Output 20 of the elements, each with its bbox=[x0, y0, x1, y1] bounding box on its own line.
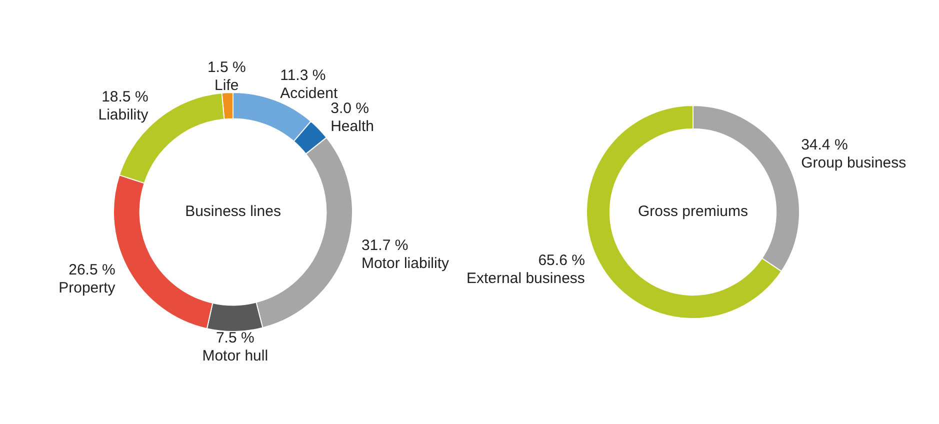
text: Gross premiums bbox=[638, 203, 748, 220]
data-label: 7.5 % bbox=[216, 330, 254, 347]
slice-label: Property bbox=[58, 279, 116, 296]
data-label: 65.6 % bbox=[538, 252, 585, 269]
slice-label: Liability bbox=[98, 106, 149, 124]
slice-label: Group business bbox=[801, 154, 906, 172]
slice-label: Motor liability bbox=[361, 255, 450, 272]
data-label: 34.4 % bbox=[801, 136, 848, 154]
text: Business lines bbox=[185, 203, 281, 220]
data-label: 3.0 % bbox=[330, 100, 369, 118]
slice-label: Health bbox=[330, 118, 374, 136]
slice-label: Motor hull bbox=[202, 348, 268, 365]
slice-label: External business bbox=[466, 270, 585, 287]
data-label: 18.5 % bbox=[102, 88, 148, 106]
slice-label: Life bbox=[214, 76, 239, 94]
slice-label: Accident bbox=[280, 85, 338, 102]
data-label: 26.5 % bbox=[68, 261, 116, 278]
data-label: 31.7 % bbox=[361, 237, 408, 254]
data-label: 11.3 % bbox=[280, 67, 326, 84]
data-label: 1.5 % bbox=[207, 58, 246, 76]
